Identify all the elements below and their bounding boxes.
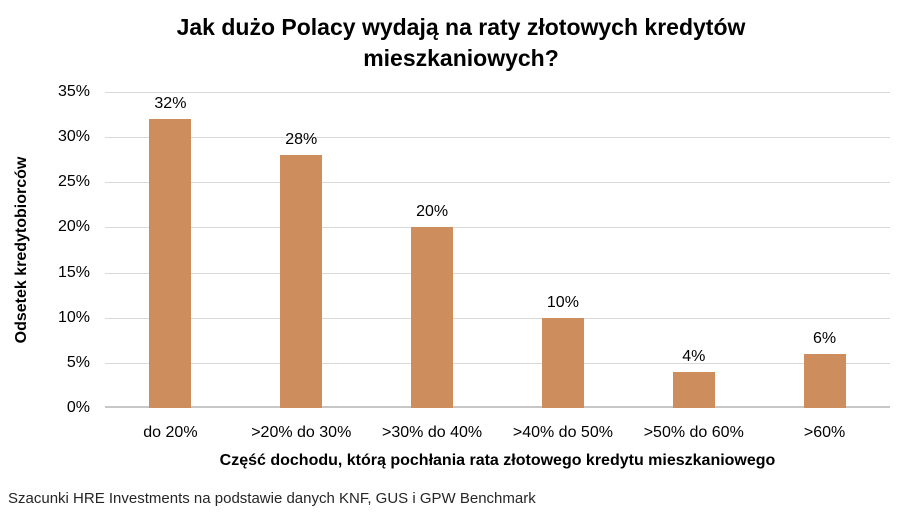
- bar: [280, 155, 323, 408]
- bar: [541, 317, 584, 408]
- bar-value-label: 4%: [682, 347, 706, 365]
- gridline: [105, 137, 890, 139]
- y-tick-label: 35%: [57, 83, 90, 100]
- gridline: [105, 362, 890, 364]
- gridline: [105, 92, 890, 93]
- chart-title: Jak dużo Polacy wydają na raty złotowych…: [176, 14, 746, 71]
- x-tick-label: >20% do 30%: [251, 424, 352, 441]
- y-tick-label: 10%: [57, 308, 90, 326]
- gridline: [105, 272, 890, 274]
- plot-area: 32% 28% 20% 10% 4% 6%: [105, 92, 890, 408]
- bar-value-label: 28%: [285, 131, 318, 149]
- x-tick-label: >40% do 50%: [512, 424, 613, 441]
- gridline: [105, 227, 890, 229]
- x-tick-label: >50% do 60%: [643, 424, 744, 441]
- x-axis-line: [105, 406, 890, 408]
- x-tick-label: do 20%: [143, 424, 198, 441]
- y-axis-title: Odsetek kredytobiorców: [13, 156, 30, 344]
- y-tick-label: 25%: [57, 173, 90, 191]
- y-tick-label: 20%: [57, 218, 90, 236]
- x-tick-label: >60%: [803, 424, 846, 441]
- gridline: [105, 182, 890, 184]
- source-note: Szacunki HRE Investments na podstawie da…: [8, 490, 536, 507]
- bar: [672, 371, 715, 408]
- y-tick-label: 15%: [57, 263, 90, 281]
- y-tick-label: 30%: [57, 128, 90, 146]
- bar-value-label: 6%: [813, 329, 837, 347]
- bar: [149, 119, 192, 408]
- x-axis-title: Część dochodu, którą pochłania rata złot…: [219, 452, 776, 469]
- bar: [411, 227, 454, 408]
- bar-value-label: 20%: [416, 203, 449, 221]
- x-tick-label: >30% do 40%: [382, 424, 483, 441]
- bar-value-label: 32%: [154, 95, 187, 113]
- y-tick-label: 5%: [66, 353, 90, 371]
- y-tick-label: 0%: [66, 399, 90, 416]
- gridline: [105, 317, 890, 319]
- bar: [803, 353, 846, 408]
- bar-value-label: 10%: [546, 293, 579, 311]
